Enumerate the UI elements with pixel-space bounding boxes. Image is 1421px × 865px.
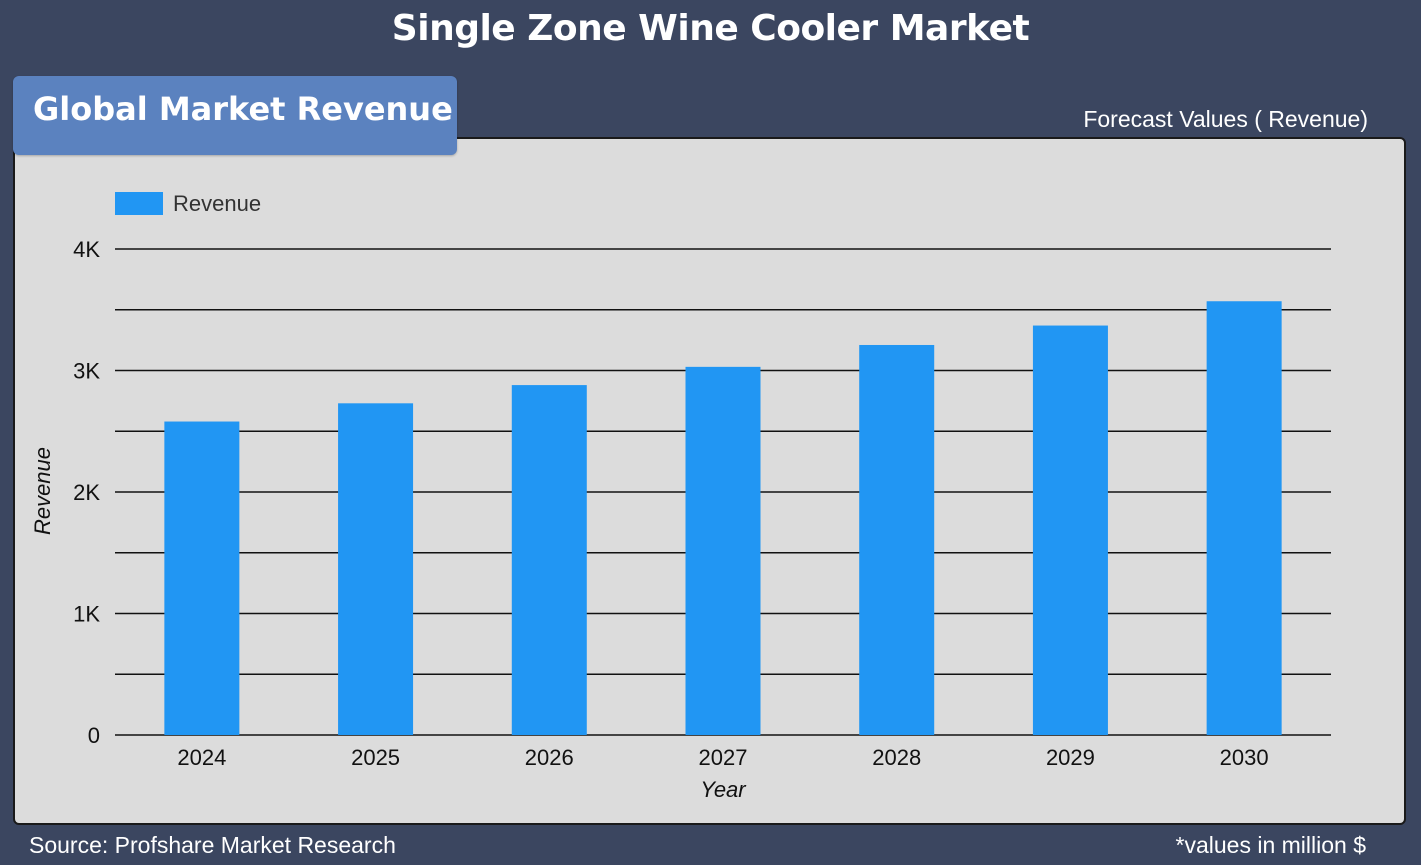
x-tick-label: 2029 — [1046, 745, 1095, 770]
forecast-caption: Forecast Values ( Revenue) — [1083, 106, 1368, 132]
legend-label: Revenue — [173, 191, 261, 216]
y-tick-label: 4K — [73, 237, 100, 262]
unit-note: *values in million $ — [1175, 832, 1366, 858]
x-axis-label: Year — [700, 777, 747, 802]
x-tick-label: 2025 — [351, 745, 400, 770]
bar-2024 — [164, 421, 240, 735]
x-tick-label: 2024 — [177, 745, 226, 770]
x-tick-label: 2028 — [872, 745, 921, 770]
bar-2029 — [1032, 325, 1108, 735]
legend-swatch — [115, 192, 163, 215]
section-label-text: Global Market Revenue — [33, 90, 453, 128]
bar-2026 — [511, 385, 587, 735]
bar-2028 — [859, 344, 935, 735]
y-tick-labels: 0 1K 2K 3K 4K — [73, 237, 100, 748]
source-note: Source: Profshare Market Research — [29, 832, 396, 858]
x-tick-label: 2030 — [1220, 745, 1269, 770]
section-label: Global Market Revenue — [13, 76, 457, 155]
y-tick-label: 1K — [73, 602, 100, 627]
x-tick-label: 2027 — [699, 745, 748, 770]
y-tick-label: 3K — [73, 359, 100, 384]
page-title: Single Zone Wine Cooler Market — [391, 8, 1030, 49]
bar-2027 — [685, 366, 761, 735]
x-tick-labels: 2024 2025 2026 2027 2028 2029 2030 — [177, 745, 1268, 770]
y-tick-label: 0 — [88, 723, 100, 748]
y-axis-label: Revenue — [30, 447, 55, 535]
bar-2025 — [338, 403, 414, 735]
bar-2030 — [1206, 301, 1282, 735]
x-tick-label: 2026 — [525, 745, 574, 770]
y-tick-label: 2K — [73, 480, 100, 505]
bars — [164, 301, 1282, 735]
